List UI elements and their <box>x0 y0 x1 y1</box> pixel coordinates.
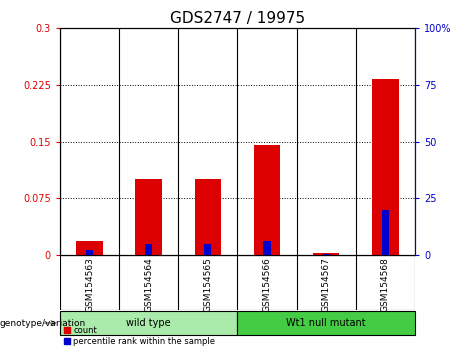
Text: Wt1 null mutant: Wt1 null mutant <box>286 318 366 328</box>
Bar <box>86 250 93 255</box>
Bar <box>372 79 399 255</box>
Legend: count, percentile rank within the sample: count, percentile rank within the sample <box>64 326 215 346</box>
Text: GSM154567: GSM154567 <box>322 258 331 313</box>
Bar <box>60 311 237 335</box>
Text: GSM154568: GSM154568 <box>381 258 390 313</box>
Bar <box>263 241 271 255</box>
Bar <box>323 254 330 255</box>
Text: GSM154565: GSM154565 <box>203 258 213 313</box>
Bar <box>136 179 162 255</box>
Bar <box>145 244 152 255</box>
Bar <box>254 145 280 255</box>
Text: GSM154564: GSM154564 <box>144 258 153 312</box>
Bar <box>195 179 221 255</box>
Title: GDS2747 / 19975: GDS2747 / 19975 <box>170 11 305 26</box>
Bar <box>313 253 339 255</box>
Text: wild type: wild type <box>126 318 171 328</box>
Text: GSM154563: GSM154563 <box>85 258 94 313</box>
Bar <box>76 241 103 255</box>
Bar <box>204 244 212 255</box>
Text: genotype/variation: genotype/variation <box>0 319 86 327</box>
Bar <box>237 311 415 335</box>
Text: GSM154566: GSM154566 <box>262 258 272 313</box>
Bar <box>382 210 389 255</box>
